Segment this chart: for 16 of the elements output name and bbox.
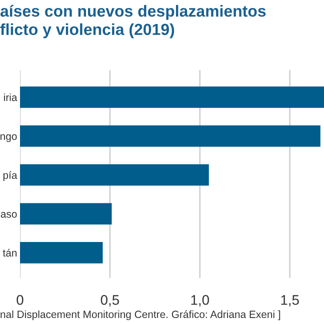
chart-title: aíses con nuevos desplazamientos flicto y violencia (2019) bbox=[0, 4, 266, 38]
x-tick-label: 0,5 bbox=[100, 295, 120, 307]
y-tick-label: tán bbox=[2, 248, 17, 257]
x-tick-label: 0 bbox=[16, 295, 24, 305]
bar bbox=[20, 242, 103, 264]
y-tick-label: ngo bbox=[0, 134, 17, 142]
x-tick-label: 1,0 bbox=[191, 295, 209, 307]
bar bbox=[20, 86, 324, 108]
bar bbox=[20, 125, 320, 147]
text: nal Displacement Monitoring Centre. Gráfico: Adriana Exeni ] bbox=[0, 310, 280, 320]
bar bbox=[20, 203, 112, 225]
y-tick-label: iria bbox=[4, 93, 18, 102]
y-tick-label: aso bbox=[0, 212, 17, 218]
x-tick-label: 1,5 bbox=[281, 295, 299, 307]
bar bbox=[20, 164, 209, 186]
y-tick-label: pía bbox=[3, 171, 18, 181]
